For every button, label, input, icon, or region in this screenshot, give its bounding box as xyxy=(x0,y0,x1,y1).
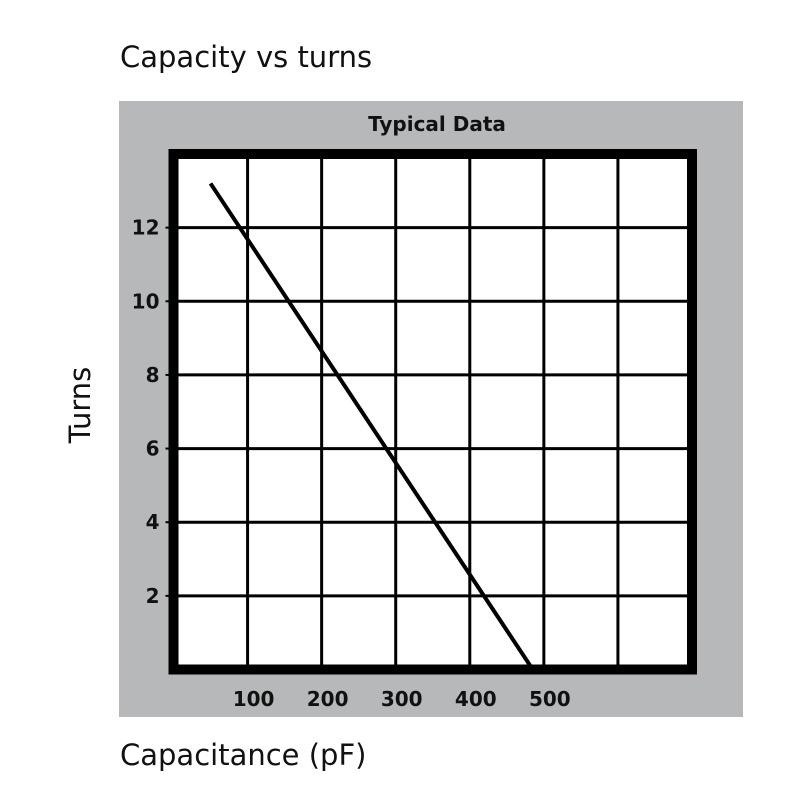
y-tick-label: 4 xyxy=(146,510,160,534)
y-tick-label: 12 xyxy=(132,216,160,240)
x-tick-label: 300 xyxy=(381,687,423,711)
series-line xyxy=(208,182,535,671)
y-tick-label: 8 xyxy=(146,363,160,387)
chart-title: Capacity vs turns xyxy=(120,40,373,74)
chart-subtitle: Typical Data xyxy=(368,112,506,136)
x-tick-label: 500 xyxy=(529,687,571,711)
x-axis-label: Capacitance (pF) xyxy=(120,738,367,772)
x-tick-label: 100 xyxy=(233,687,275,711)
y-tick-label: 2 xyxy=(146,584,160,608)
plot-frame xyxy=(168,149,697,675)
y-tick-label: 10 xyxy=(132,289,160,313)
y-tick-label: 6 xyxy=(146,437,160,461)
x-tick-label: 400 xyxy=(455,687,497,711)
x-tick-label: 200 xyxy=(307,687,349,711)
plot-area xyxy=(173,154,692,670)
